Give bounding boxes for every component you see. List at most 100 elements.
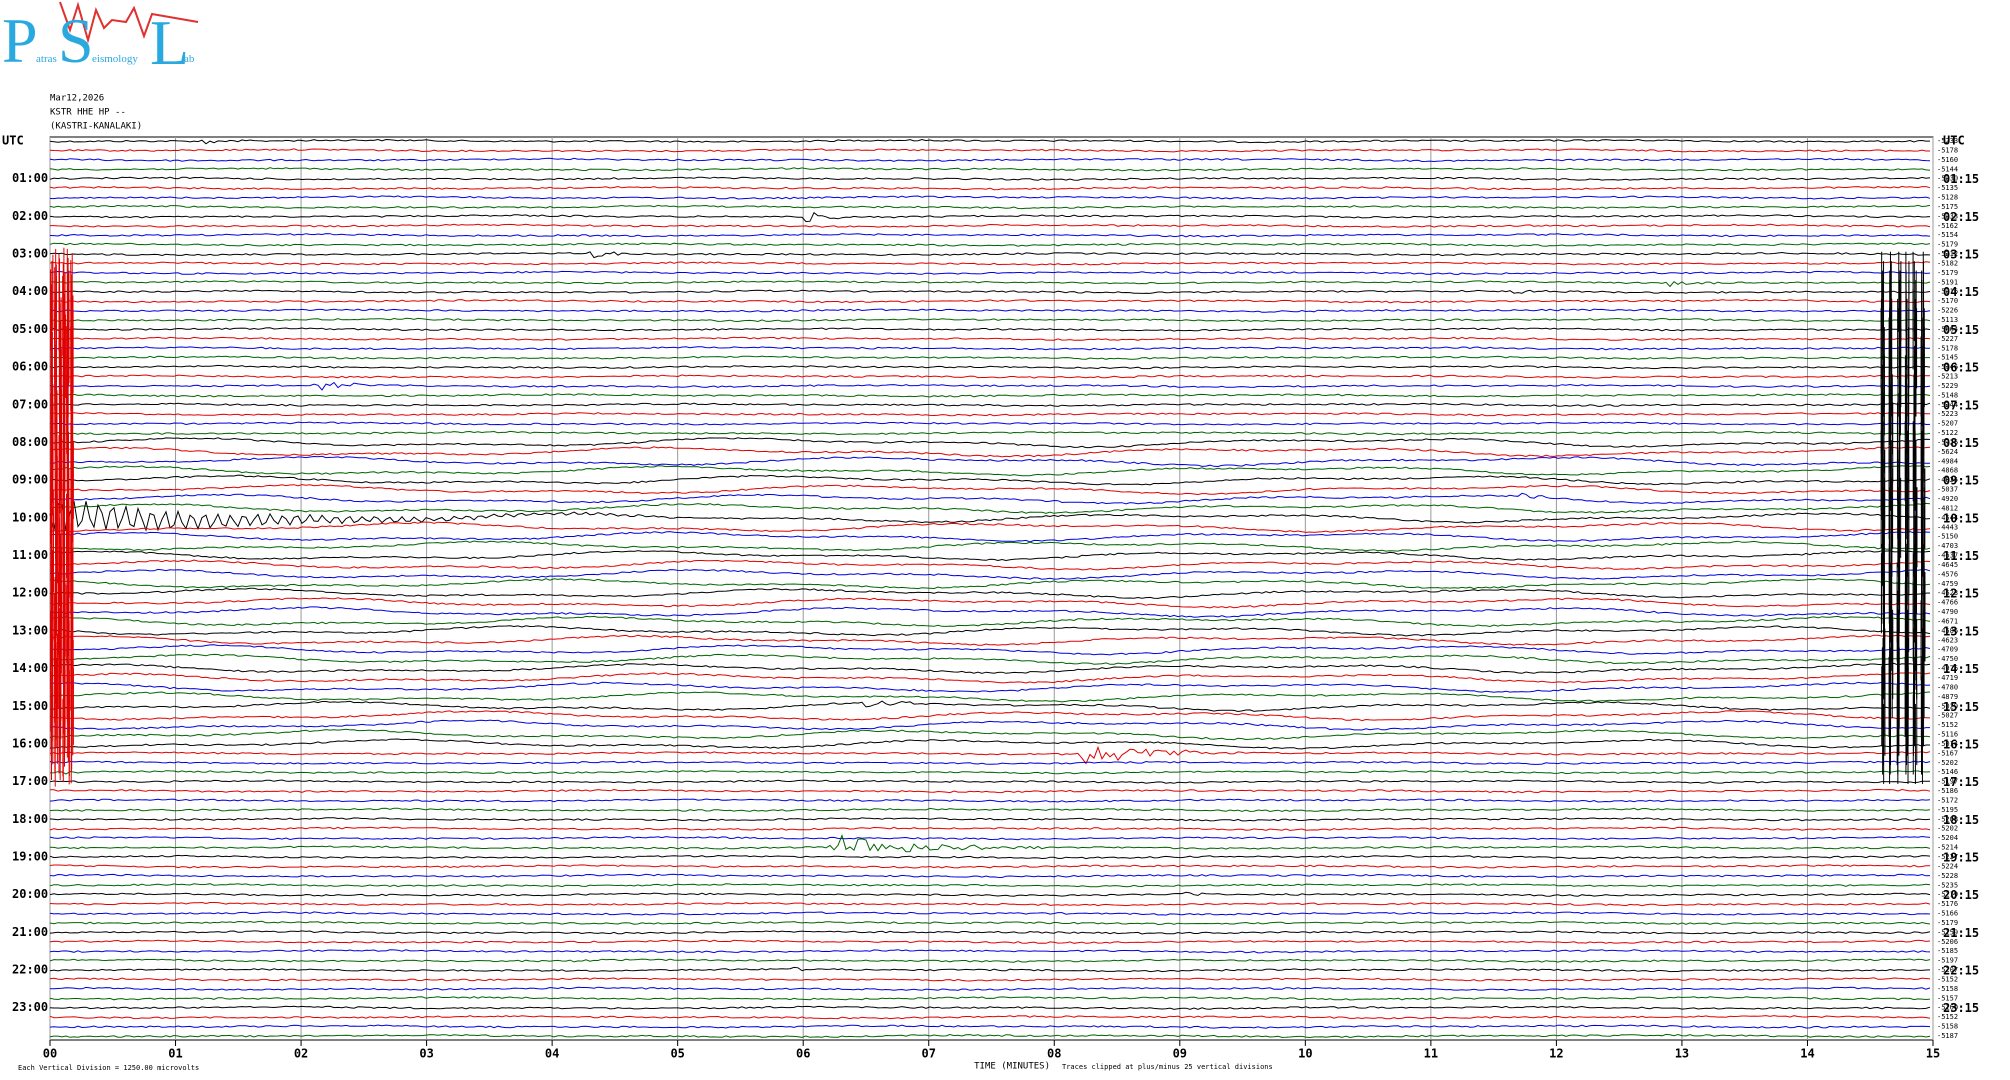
trace [49,289,1931,294]
trace-offset: -5202 [1937,825,1958,833]
trace [49,393,1931,398]
trace-offset: -4825 [1937,476,1958,484]
trace-offset: -4812 [1937,504,1958,512]
hour-label-left: 13:00 [12,623,48,637]
trace-offset: -4645 [1937,561,1958,569]
trace-offset: -5202 [1937,759,1958,767]
location: (KASTRI-KANALAKI) [50,122,142,132]
trace [49,835,1931,841]
trace [49,606,1931,618]
trace [49,817,1931,822]
trace [49,381,1931,391]
hour-label-right: 13:15 [1943,624,1979,638]
trace-offset: -4703 [1937,542,1958,550]
trace-offset: -5176 [1937,900,1958,908]
hour-label-left: 18:00 [12,812,48,826]
trace [49,465,1931,477]
trace-offset: -5227 [1937,853,1958,861]
trace [49,920,1931,926]
trace [49,798,1931,803]
trace-offset: -5229 [1937,382,1958,390]
trace [49,745,1931,765]
trace [49,901,1931,907]
trace [49,634,1931,646]
trace [49,1033,1931,1039]
trace [49,1015,1931,1020]
trace-offset: -5146 [1937,768,1958,776]
trace-offset: -5116 [1937,731,1958,739]
trace-offset: -5179 [1937,919,1958,927]
trace [49,891,1931,897]
trace-offset: -4976 [1937,665,1958,673]
hour-label-right: 08:15 [1943,436,1979,450]
x-tick-label: 04 [545,1047,559,1061]
trace-offset: -5179 [1937,241,1958,249]
trace [49,807,1931,813]
trace-offset: -4766 [1937,599,1958,607]
trace [49,430,1931,436]
trace-offset: -5206 [1937,938,1958,946]
trace-offset: -5160 [1937,1004,1958,1012]
trace [49,211,1931,223]
trace [49,176,1931,181]
trace [50,446,1931,458]
trace-offset: -5235 [1937,881,1958,889]
hour-label-left: 06:00 [12,360,48,374]
hour-label-left: 09:00 [12,473,48,487]
trace [49,204,1931,210]
hour-label-left: 15:00 [12,699,48,713]
hour-label-left: 17:00 [12,774,48,788]
trace [49,138,1930,145]
trace-offset: -5228 [1937,872,1958,880]
hour-label-right: 22:15 [1943,964,1979,978]
trace-offset: -5014 [1937,740,1958,748]
trace-offset: -5146 [1937,363,1958,371]
trace [49,578,1931,590]
traces [49,138,1931,1039]
trace-offset: -5204 [1937,834,1958,842]
hour-label-left: 19:00 [12,850,48,864]
hour-label-right: 17:15 [1943,775,1979,789]
trace-offset: -4671 [1937,617,1958,625]
trace [49,474,1931,486]
trace-offset: -4879 [1937,693,1958,701]
trace-offset: -5226 [1937,307,1958,315]
trace [49,421,1931,426]
trace-offset: -5244 [1937,401,1958,409]
hour-label-right: 19:15 [1943,851,1979,865]
trace [49,308,1931,313]
clip-note: Traces clipped at plus/minus 25 vertical… [1062,1063,1273,1071]
hour-label-right: 16:15 [1943,737,1979,751]
logo-letter: S [58,5,94,76]
trace [49,615,1931,628]
trace [49,148,1930,153]
trace-offset: -5148 [1937,391,1958,399]
trace [49,911,1931,916]
trace-offset: -5212 [1937,250,1958,258]
trace [49,157,1931,163]
trace-offset: -4443 [1937,523,1958,531]
trace [49,883,1931,888]
trace-offset: -5185 [1937,947,1958,955]
x-tick-label: 12 [1549,1047,1563,1061]
trace-offset: -5197 [1937,957,1958,965]
trace [50,223,1931,228]
trace [49,402,1931,407]
trace [49,833,1931,853]
trace [49,644,1931,656]
trace [50,700,1931,713]
trace [49,501,1931,532]
trace-offset: -5219 [1937,891,1958,899]
hour-label-right: 20:15 [1943,888,1979,902]
trace-offset: -5230 [1937,175,1958,183]
trace-offset: -5624 [1937,448,1958,456]
trace [49,251,1931,259]
trace [49,826,1931,831]
trace-offset: -4719 [1937,674,1958,682]
trace [49,977,1931,982]
trace-offset: -5172 [1937,796,1958,804]
trace-offset: -5152 [1937,721,1958,729]
trace [50,455,1930,468]
trace [49,233,1931,238]
trace-offset: -5064 [1937,325,1958,333]
